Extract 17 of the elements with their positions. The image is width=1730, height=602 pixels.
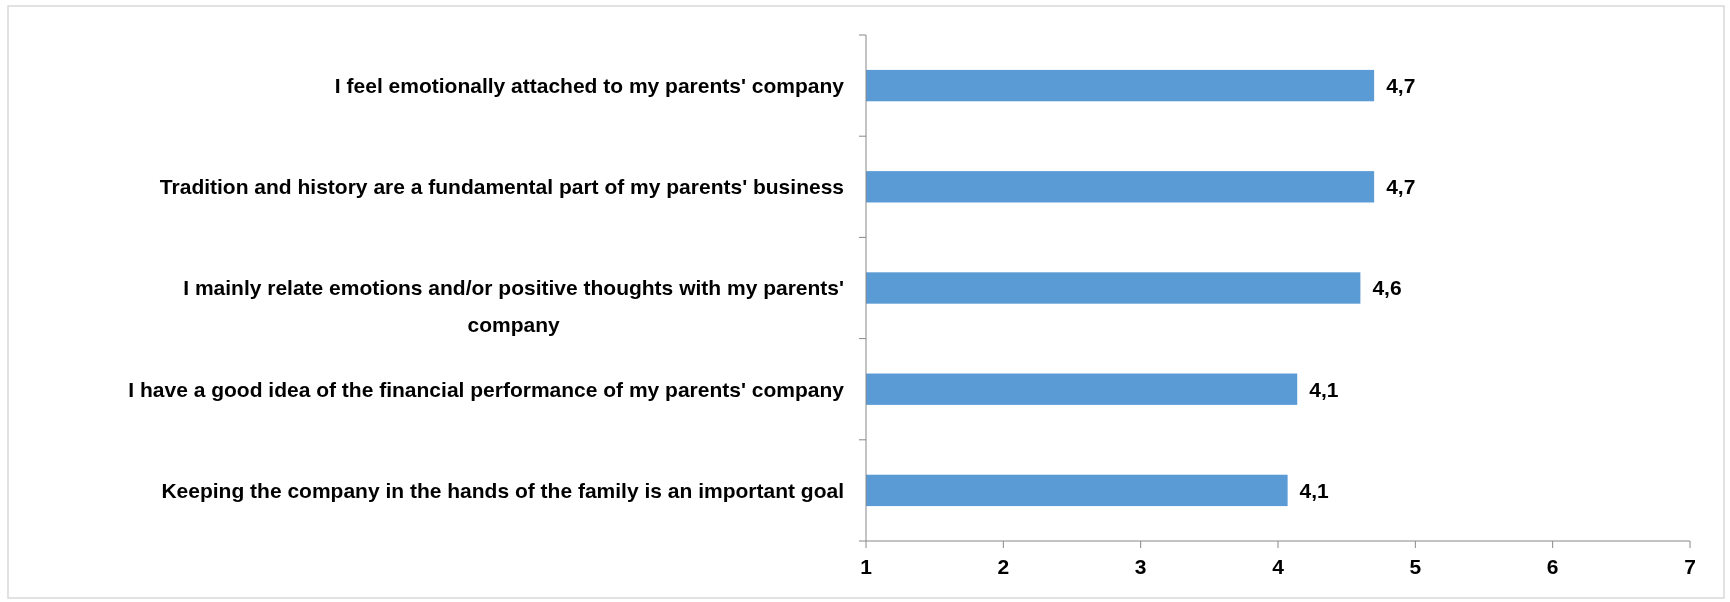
x-tick-label: 3 bbox=[1134, 555, 1147, 578]
x-tick-label: 5 bbox=[1409, 555, 1422, 578]
y-tick-label: I feel emotionally attached to my parents' company bbox=[334, 73, 845, 97]
x-tick-label: 1 bbox=[860, 555, 873, 578]
x-tick-label: 6 bbox=[1546, 555, 1559, 578]
y-tick-label: I have a good idea of the financial performance of my parents' company bbox=[128, 377, 845, 401]
data-label: 4,6 bbox=[1372, 276, 1402, 300]
data-label: 4,1 bbox=[1309, 377, 1339, 401]
data-label: 4,7 bbox=[1386, 73, 1416, 97]
y-tick-label: Tradition and history are a fundamental part of my parents' business bbox=[159, 175, 844, 199]
x-tick-label: 7 bbox=[1684, 555, 1696, 578]
data-label: 4,7 bbox=[1386, 175, 1416, 199]
y-tick-label: I mainly relate emotions and/or positive thoughts with my parents' company bbox=[183, 276, 844, 337]
x-tick-label: 2 bbox=[997, 555, 1010, 578]
x-tick-label: 4 bbox=[1272, 555, 1285, 578]
data-label: 4,1 bbox=[1299, 478, 1330, 502]
y-tick-label: Keeping the company in the hands of the family is an important goal bbox=[161, 478, 844, 502]
